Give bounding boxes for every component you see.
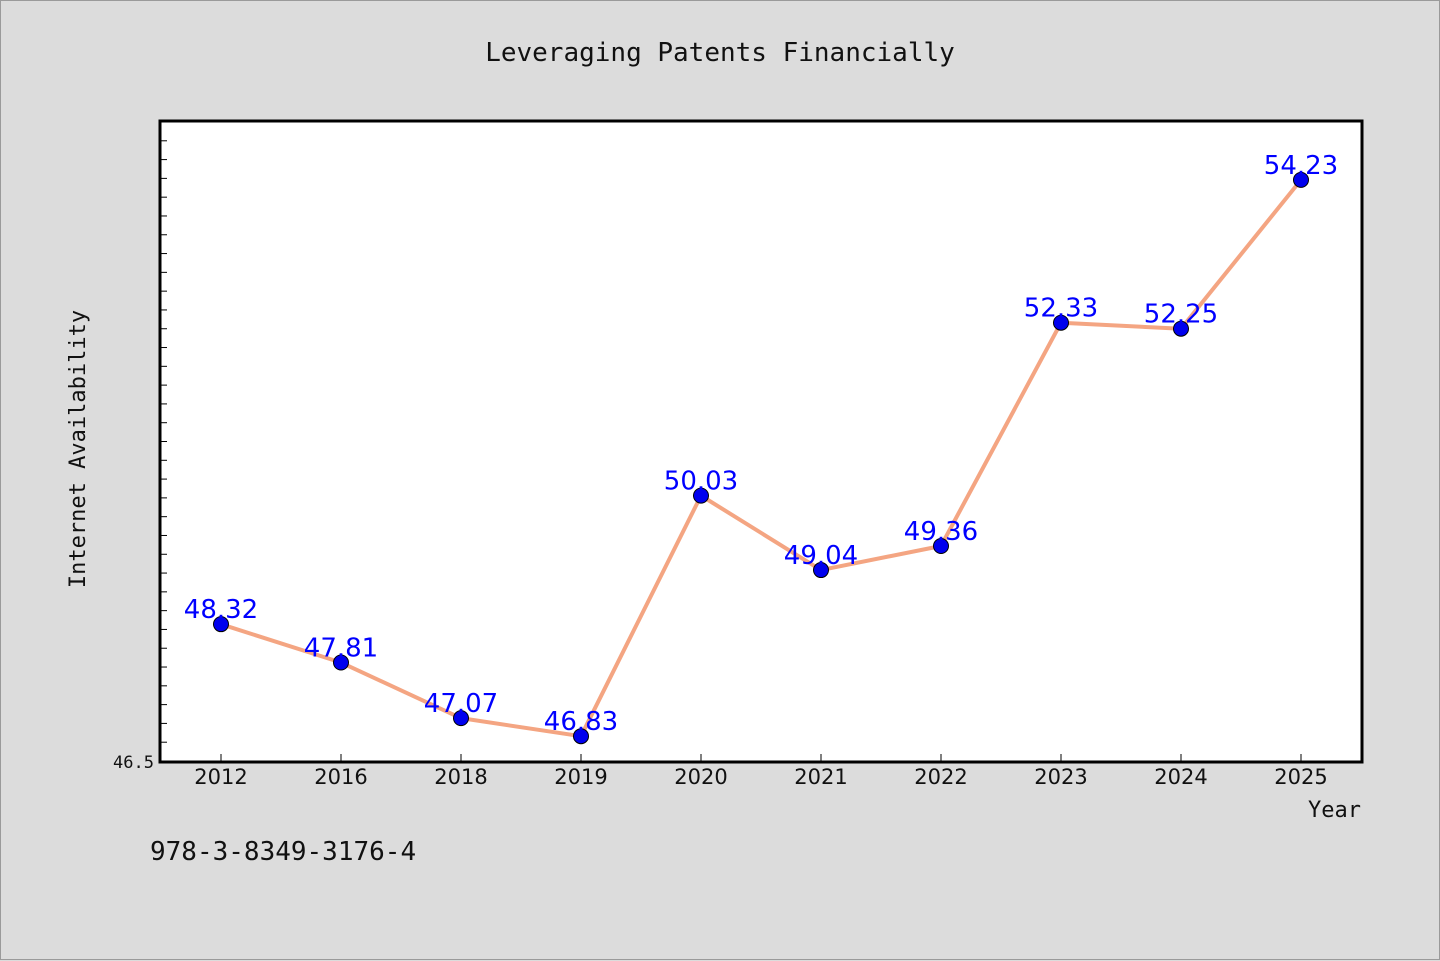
x-tick-label: 2021 [794, 765, 847, 789]
x-tick-label: 2016 [314, 765, 367, 789]
data-label: 47.07 [424, 689, 498, 719]
data-label: 49.36 [904, 517, 978, 547]
data-point [453, 710, 469, 727]
chart-title: Leveraging Patents Financially [485, 38, 955, 68]
data-point [1293, 171, 1309, 188]
data-point [213, 616, 229, 633]
x-tick-label: 2023 [1034, 765, 1087, 789]
data-point [573, 728, 589, 745]
data-point [813, 562, 829, 579]
data-point [693, 487, 709, 504]
series-line-group [219, 177, 1303, 739]
data-label: 48.32 [184, 595, 258, 625]
x-tick-label: 2025 [1274, 765, 1327, 789]
data-point [333, 654, 349, 671]
x-tick-label: 2022 [914, 765, 967, 789]
data-label: 46.83 [544, 707, 618, 737]
data-label: 52.33 [1024, 294, 1098, 324]
data-label: 54.23 [1264, 151, 1338, 181]
x-tick-label: 2020 [674, 765, 727, 789]
data-point [1053, 314, 1069, 331]
series-line [219, 177, 1303, 739]
x-tick-label: 2024 [1154, 765, 1207, 789]
x-axis-tick-labels: 2012 2016 2018 2019 2020 2021 2022 2023 2024 2025 [194, 765, 1327, 789]
plot-area [158, 119, 1364, 764]
data-labels: 48.32 47.81 47.07 46.83 50.03 49.04 49.36 52.33… [184, 151, 1338, 737]
data-label: 49.04 [784, 541, 858, 571]
x-axis-ticks [220, 754, 1302, 761]
isbn-footer: 978-3-8349-3176-4 [150, 837, 417, 867]
y-tick-label: 46.5 [113, 753, 154, 773]
x-tick-label: 2012 [194, 765, 247, 789]
x-axis-label: Year [1308, 798, 1361, 823]
y-axis-label: Internet Availability [66, 310, 91, 588]
data-label: 50.03 [664, 467, 738, 497]
data-label: 47.81 [304, 634, 378, 664]
series-markers [213, 171, 1309, 745]
data-point [933, 537, 949, 554]
x-tick-label: 2019 [554, 765, 607, 789]
data-label: 52.25 [1144, 300, 1218, 330]
x-tick-label: 2018 [434, 765, 487, 789]
data-point [1173, 320, 1189, 337]
y-axis-ticks [161, 140, 167, 762]
